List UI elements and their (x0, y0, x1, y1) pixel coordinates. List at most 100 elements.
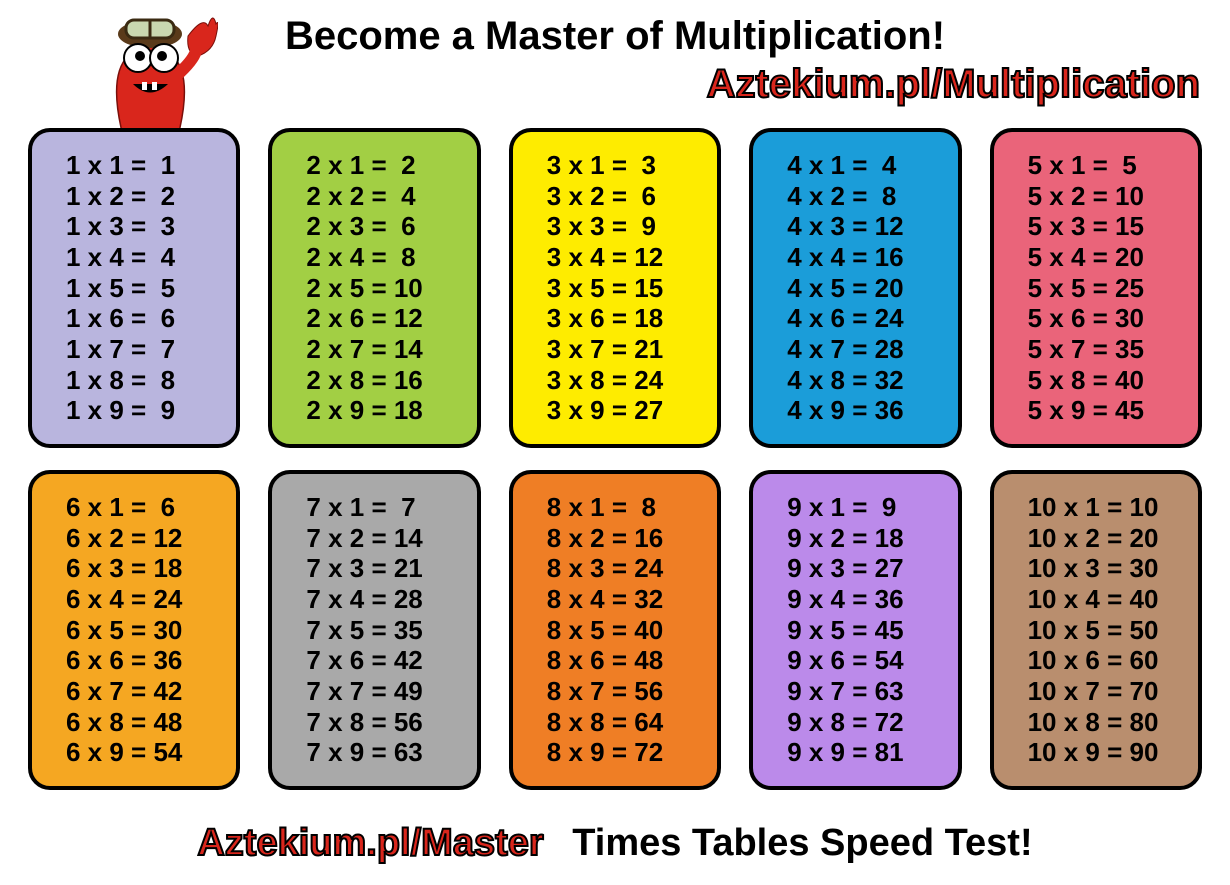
table-row: 4 x 4 = 16 (787, 242, 957, 273)
table-row: 1 x 7 = 7 (66, 334, 236, 365)
table-row: 10 x 5 = 50 (1028, 615, 1198, 646)
table-row: 5 x 5 = 25 (1028, 273, 1198, 304)
footer: Aztekium.pl/Master Times Tables Speed Te… (0, 822, 1230, 865)
table-row: 6 x 9 = 54 (66, 737, 236, 768)
table-row: 3 x 6 = 18 (547, 303, 717, 334)
table-row: 4 x 1 = 4 (787, 150, 957, 181)
table-card-2: 2 x 1 = 22 x 2 = 42 x 3 = 62 x 4 = 82 x … (268, 128, 480, 448)
table-row: 9 x 1 = 9 (787, 492, 957, 523)
table-row: 10 x 4 = 40 (1028, 584, 1198, 615)
table-row: 3 x 3 = 9 (547, 211, 717, 242)
table-row: 6 x 4 = 24 (66, 584, 236, 615)
table-row: 4 x 3 = 12 (787, 211, 957, 242)
table-row: 2 x 4 = 8 (306, 242, 476, 273)
table-row: 3 x 1 = 3 (547, 150, 717, 181)
table-row: 7 x 3 = 21 (306, 553, 476, 584)
table-row: 4 x 7 = 28 (787, 334, 957, 365)
footer-url: Aztekium.pl/Master (197, 822, 543, 864)
table-card-10: 10 x 1 = 1010 x 2 = 2010 x 3 = 3010 x 4 … (990, 470, 1202, 790)
table-row: 10 x 2 = 20 (1028, 523, 1198, 554)
table-row: 3 x 8 = 24 (547, 365, 717, 396)
table-row: 10 x 7 = 70 (1028, 676, 1198, 707)
url-top: Aztekium.pl/Multiplication (707, 62, 1200, 107)
table-row: 10 x 8 = 80 (1028, 707, 1198, 738)
table-row: 6 x 5 = 30 (66, 615, 236, 646)
table-row: 1 x 3 = 3 (66, 211, 236, 242)
table-row: 3 x 4 = 12 (547, 242, 717, 273)
table-row: 6 x 7 = 42 (66, 676, 236, 707)
table-row: 3 x 9 = 27 (547, 395, 717, 426)
table-row: 4 x 2 = 8 (787, 181, 957, 212)
table-row: 1 x 6 = 6 (66, 303, 236, 334)
table-row: 5 x 3 = 15 (1028, 211, 1198, 242)
table-row: 7 x 4 = 28 (306, 584, 476, 615)
table-row: 4 x 6 = 24 (787, 303, 957, 334)
table-row: 9 x 5 = 45 (787, 615, 957, 646)
table-row: 10 x 3 = 30 (1028, 553, 1198, 584)
table-row: 5 x 6 = 30 (1028, 303, 1198, 334)
table-row: 8 x 1 = 8 (547, 492, 717, 523)
table-row: 3 x 7 = 21 (547, 334, 717, 365)
table-row: 5 x 7 = 35 (1028, 334, 1198, 365)
table-row: 2 x 9 = 18 (306, 395, 476, 426)
table-row: 10 x 1 = 10 (1028, 492, 1198, 523)
table-row: 2 x 3 = 6 (306, 211, 476, 242)
table-row: 2 x 7 = 14 (306, 334, 476, 365)
table-row: 9 x 8 = 72 (787, 707, 957, 738)
table-row: 6 x 6 = 36 (66, 645, 236, 676)
table-row: 5 x 9 = 45 (1028, 395, 1198, 426)
table-row: 7 x 5 = 35 (306, 615, 476, 646)
table-row: 5 x 8 = 40 (1028, 365, 1198, 396)
page-title: Become a Master of Multiplication! (0, 14, 1230, 59)
table-row: 1 x 5 = 5 (66, 273, 236, 304)
table-row: 6 x 2 = 12 (66, 523, 236, 554)
tables-grid: 1 x 1 = 11 x 2 = 21 x 3 = 31 x 4 = 41 x … (28, 128, 1202, 790)
table-card-6: 6 x 1 = 66 x 2 = 126 x 3 = 186 x 4 = 246… (28, 470, 240, 790)
table-row: 9 x 7 = 63 (787, 676, 957, 707)
table-row: 3 x 2 = 6 (547, 181, 717, 212)
table-card-9: 9 x 1 = 99 x 2 = 189 x 3 = 279 x 4 = 369… (749, 470, 961, 790)
footer-caption: Times Tables Speed Test! (572, 822, 1032, 864)
table-row: 7 x 6 = 42 (306, 645, 476, 676)
table-row: 1 x 9 = 9 (66, 395, 236, 426)
table-row: 5 x 1 = 5 (1028, 150, 1198, 181)
table-row: 3 x 5 = 15 (547, 273, 717, 304)
table-row: 5 x 2 = 10 (1028, 181, 1198, 212)
table-row: 1 x 2 = 2 (66, 181, 236, 212)
table-card-4: 4 x 1 = 44 x 2 = 84 x 3 = 124 x 4 = 164 … (749, 128, 961, 448)
table-row: 7 x 7 = 49 (306, 676, 476, 707)
table-row: 2 x 1 = 2 (306, 150, 476, 181)
table-row: 6 x 1 = 6 (66, 492, 236, 523)
table-row: 2 x 6 = 12 (306, 303, 476, 334)
table-row: 8 x 9 = 72 (547, 737, 717, 768)
table-card-5: 5 x 1 = 55 x 2 = 105 x 3 = 155 x 4 = 205… (990, 128, 1202, 448)
table-row: 7 x 2 = 14 (306, 523, 476, 554)
table-row: 8 x 8 = 64 (547, 707, 717, 738)
table-card-1: 1 x 1 = 11 x 2 = 21 x 3 = 31 x 4 = 41 x … (28, 128, 240, 448)
table-row: 6 x 3 = 18 (66, 553, 236, 584)
table-row: 6 x 8 = 48 (66, 707, 236, 738)
table-row: 4 x 9 = 36 (787, 395, 957, 426)
table-row: 8 x 5 = 40 (547, 615, 717, 646)
table-row: 9 x 9 = 81 (787, 737, 957, 768)
table-row: 5 x 4 = 20 (1028, 242, 1198, 273)
table-row: 1 x 8 = 8 (66, 365, 236, 396)
table-card-3: 3 x 1 = 33 x 2 = 63 x 3 = 93 x 4 = 123 x… (509, 128, 721, 448)
table-row: 7 x 8 = 56 (306, 707, 476, 738)
table-row: 1 x 1 = 1 (66, 150, 236, 181)
table-row: 9 x 6 = 54 (787, 645, 957, 676)
table-row: 2 x 5 = 10 (306, 273, 476, 304)
table-row: 8 x 4 = 32 (547, 584, 717, 615)
table-row: 2 x 8 = 16 (306, 365, 476, 396)
table-row: 9 x 2 = 18 (787, 523, 957, 554)
table-row: 2 x 2 = 4 (306, 181, 476, 212)
table-card-8: 8 x 1 = 88 x 2 = 168 x 3 = 248 x 4 = 328… (509, 470, 721, 790)
table-row: 7 x 1 = 7 (306, 492, 476, 523)
table-row: 10 x 6 = 60 (1028, 645, 1198, 676)
table-row: 4 x 8 = 32 (787, 365, 957, 396)
table-row: 4 x 5 = 20 (787, 273, 957, 304)
table-row: 9 x 4 = 36 (787, 584, 957, 615)
table-row: 1 x 4 = 4 (66, 242, 236, 273)
table-row: 9 x 3 = 27 (787, 553, 957, 584)
table-row: 8 x 7 = 56 (547, 676, 717, 707)
